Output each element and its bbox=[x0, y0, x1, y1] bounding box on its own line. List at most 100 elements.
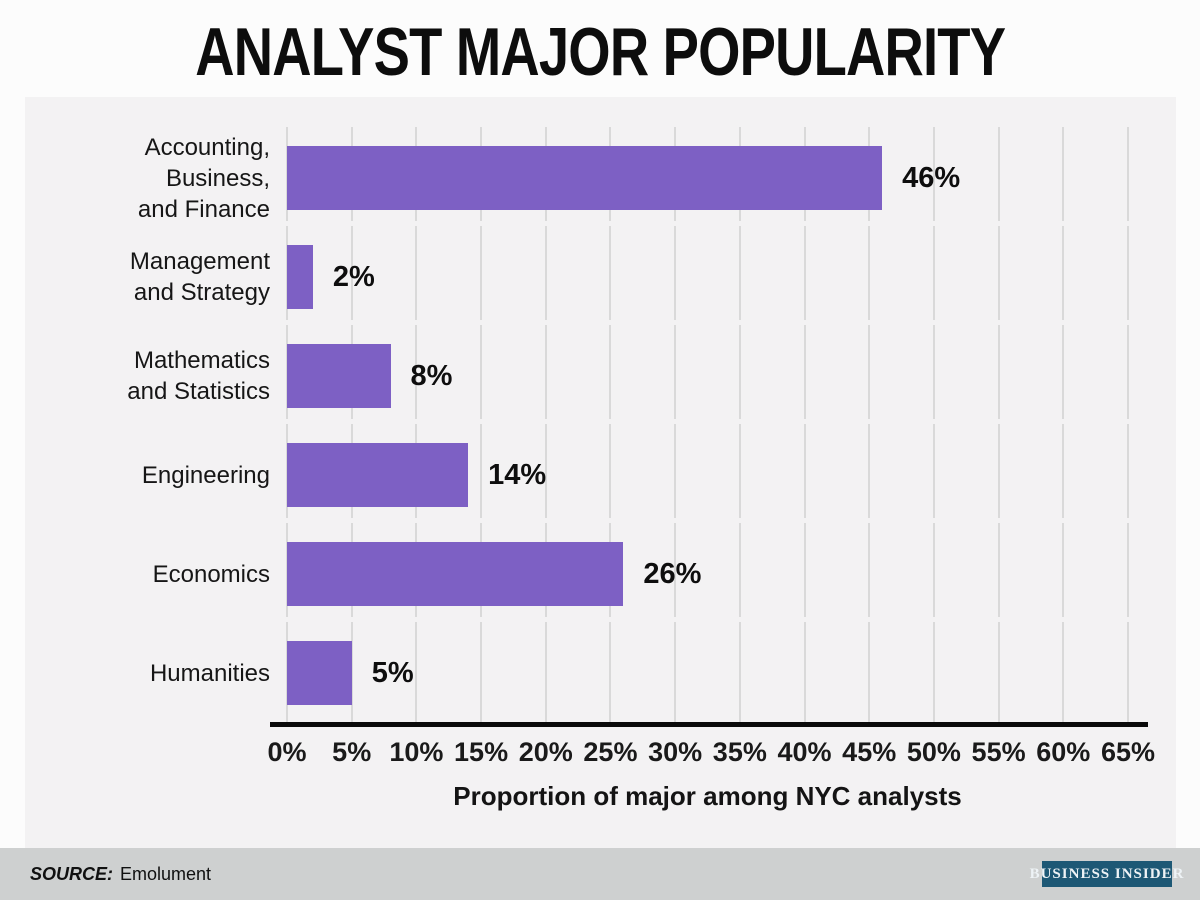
category-label: Management and Strategy bbox=[129, 248, 270, 306]
x-tick-label: 25% bbox=[583, 737, 638, 767]
x-tick-label: 15% bbox=[454, 737, 509, 767]
gridline bbox=[997, 523, 1000, 617]
x-tick-label: 40% bbox=[777, 737, 832, 767]
x-tick-label: 50% bbox=[906, 737, 961, 767]
gridline bbox=[415, 622, 418, 722]
x-tick-label: 65% bbox=[1100, 737, 1155, 767]
gridline bbox=[803, 325, 806, 419]
gridline bbox=[480, 226, 483, 320]
gridline bbox=[932, 424, 935, 518]
footer-bar: SOURCE: Emolument BUSINESS INSIDER bbox=[0, 848, 1200, 900]
gridline bbox=[480, 622, 483, 722]
gridline bbox=[803, 622, 806, 722]
chart-title: ANALYST MAJOR POPULARITY bbox=[0, 18, 1200, 86]
x-tick-label: 0% bbox=[267, 737, 307, 767]
gridline bbox=[1126, 424, 1129, 518]
gridline bbox=[738, 226, 741, 320]
x-tick-label: 20% bbox=[518, 737, 573, 767]
gridline bbox=[1062, 523, 1065, 617]
gridline bbox=[609, 325, 612, 419]
x-tick-label: 35% bbox=[712, 737, 767, 767]
bar bbox=[287, 245, 313, 309]
gridline bbox=[803, 226, 806, 320]
category-label: Engineering bbox=[141, 461, 270, 489]
source-note: SOURCE: Emolument bbox=[30, 848, 211, 900]
gridline bbox=[1126, 523, 1129, 617]
x-tick-label: 60% bbox=[1036, 737, 1091, 767]
gridline bbox=[738, 622, 741, 722]
gridline bbox=[868, 325, 871, 419]
gridline bbox=[997, 127, 1000, 221]
value-label: 26% bbox=[643, 557, 702, 590]
gridline bbox=[997, 226, 1000, 320]
gridline bbox=[415, 325, 418, 419]
gridline bbox=[997, 622, 1000, 722]
bar bbox=[287, 641, 352, 705]
source-name: Emolument bbox=[120, 863, 212, 884]
gridline bbox=[350, 622, 353, 722]
value-label: 46% bbox=[902, 161, 961, 194]
gridline bbox=[1126, 325, 1129, 419]
gridline bbox=[674, 523, 677, 617]
gridline bbox=[674, 622, 677, 722]
gridline bbox=[932, 523, 935, 617]
gridline bbox=[674, 226, 677, 320]
x-tick-label: 5% bbox=[332, 737, 372, 767]
gridline bbox=[803, 424, 806, 518]
gridline bbox=[803, 523, 806, 617]
gridline bbox=[868, 523, 871, 617]
gridline bbox=[932, 622, 935, 722]
value-label: 2% bbox=[332, 260, 375, 293]
gridline bbox=[544, 226, 547, 320]
gridline bbox=[932, 127, 935, 221]
gridline bbox=[738, 325, 741, 419]
gridline bbox=[350, 226, 353, 320]
gridline bbox=[868, 622, 871, 722]
gridline bbox=[544, 622, 547, 722]
gridline bbox=[609, 622, 612, 722]
gridline bbox=[544, 424, 547, 518]
gridline bbox=[932, 226, 935, 320]
gridline bbox=[997, 424, 1000, 518]
x-tick-label: 45% bbox=[842, 737, 897, 767]
gridline bbox=[609, 424, 612, 518]
gridline bbox=[1062, 325, 1065, 419]
value-label: 8% bbox=[410, 359, 453, 392]
gridline bbox=[738, 523, 741, 617]
bar bbox=[287, 146, 883, 210]
gridline bbox=[480, 325, 483, 419]
chart-title-text: ANALYST MAJOR POPULARITY bbox=[195, 14, 1006, 90]
source-label: SOURCE: bbox=[30, 863, 114, 884]
category-label: Humanities bbox=[149, 659, 270, 687]
gridline bbox=[1062, 424, 1065, 518]
value-label: 14% bbox=[488, 458, 547, 491]
gridline bbox=[415, 226, 418, 320]
gridline bbox=[1062, 226, 1065, 320]
bar bbox=[287, 443, 469, 507]
gridline bbox=[1126, 622, 1129, 722]
category-label: Economics bbox=[152, 560, 270, 588]
bar bbox=[287, 344, 391, 408]
gridline bbox=[997, 325, 1000, 419]
gridline bbox=[1062, 622, 1065, 722]
gridline bbox=[480, 424, 483, 518]
x-axis-line bbox=[270, 722, 1148, 727]
x-axis-title: Proportion of major among NYC analysts bbox=[453, 781, 962, 811]
gridline bbox=[868, 424, 871, 518]
value-label: 5% bbox=[371, 656, 414, 689]
gridline bbox=[1126, 226, 1129, 320]
bar bbox=[287, 542, 624, 606]
x-tick-label: 55% bbox=[971, 737, 1026, 767]
gridline bbox=[738, 424, 741, 518]
plot-area: Proportion of major among NYC analysts 0… bbox=[25, 97, 1176, 848]
gridline bbox=[932, 325, 935, 419]
gridline bbox=[674, 325, 677, 419]
gridline bbox=[544, 325, 547, 419]
category-label: Mathematics and Statistics bbox=[127, 347, 270, 405]
chart-panel: Proportion of major among NYC analysts 0… bbox=[25, 97, 1176, 848]
x-tick-label: 30% bbox=[648, 737, 703, 767]
gridline bbox=[674, 424, 677, 518]
gridline bbox=[1062, 127, 1065, 221]
gridline bbox=[609, 226, 612, 320]
business-insider-logo: BUSINESS INSIDER bbox=[1030, 861, 1183, 887]
